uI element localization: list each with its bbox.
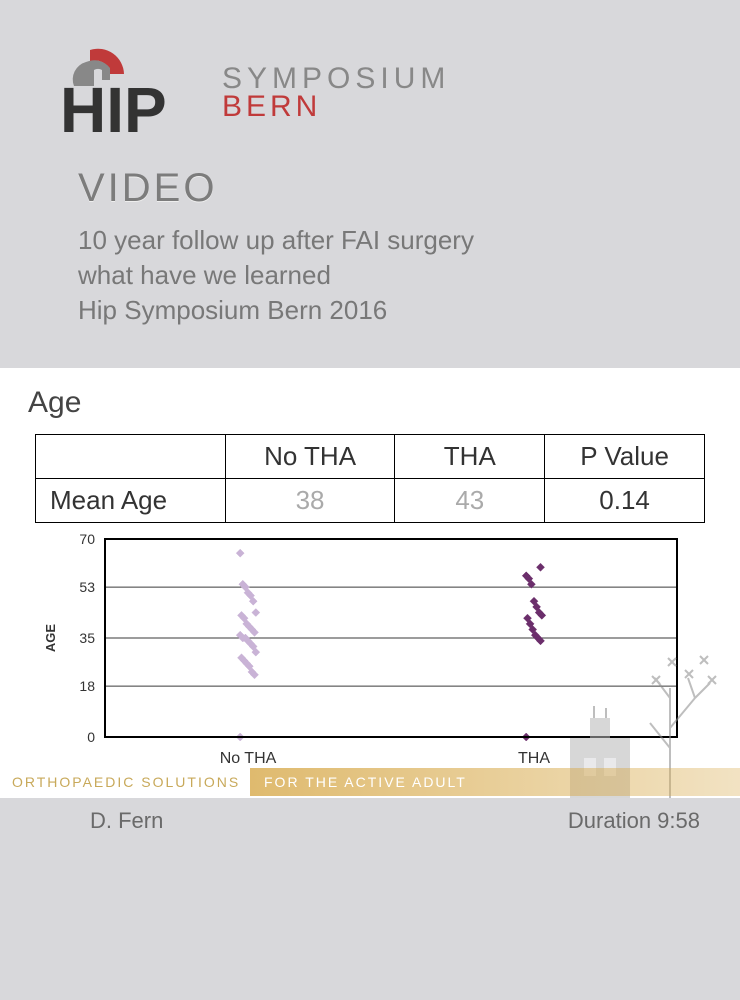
- footer: D. Fern Duration 9:58: [0, 798, 740, 844]
- age-table: No THA THA P Value Mean Age 38 43 0.14: [35, 434, 705, 523]
- logo: HIP SYMPOSIUM BERN: [50, 40, 690, 140]
- svg-text:70: 70: [79, 531, 95, 547]
- video-title: 10 year follow up after FAI surgery what…: [78, 223, 690, 328]
- svg-text:0: 0: [87, 729, 95, 745]
- table-row: No THA THA P Value: [36, 435, 705, 479]
- logo-hip-text: HIP: [60, 74, 167, 140]
- slide: Age No THA THA P Value Mean Age 38 43 0.…: [0, 368, 740, 798]
- table-row: Mean Age 38 43 0.14: [36, 479, 705, 523]
- svg-text:35: 35: [79, 630, 95, 646]
- logo-bern-label: BERN: [222, 90, 450, 124]
- col-header: [36, 435, 226, 479]
- svg-text:AGE: AGE: [43, 624, 58, 653]
- banner-right: FOR THE ACTIVE ADULT: [250, 768, 740, 796]
- col-header: THA: [395, 435, 545, 479]
- row-label: Mean Age: [36, 479, 226, 523]
- svg-text:53: 53: [79, 579, 95, 595]
- svg-text:THA: THA: [518, 750, 550, 767]
- cell: 43: [395, 479, 545, 523]
- logo-text-block: SYMPOSIUM BERN: [222, 62, 450, 124]
- col-header: No THA: [225, 435, 395, 479]
- svg-text:No THA: No THA: [220, 750, 277, 767]
- cell: 0.14: [545, 479, 705, 523]
- hip-logo-svg: HIP: [50, 40, 210, 140]
- author-label: D. Fern: [90, 808, 163, 834]
- slide-title: Age: [0, 368, 740, 430]
- duration-label: Duration 9:58: [568, 808, 700, 834]
- title-line: Hip Symposium Bern 2016: [78, 293, 690, 328]
- section-label: VIDEO: [78, 166, 690, 211]
- col-header: P Value: [545, 435, 705, 479]
- cell: 38: [225, 479, 395, 523]
- title-line: what have we learned: [78, 258, 690, 293]
- svg-text:18: 18: [79, 678, 95, 694]
- logo-mark: HIP: [50, 40, 210, 140]
- header: HIP SYMPOSIUM BERN VIDEO 10 year follow …: [0, 0, 740, 328]
- slide-banner: ORTHOPAEDIC SOLUTIONS FOR THE ACTIVE ADU…: [0, 768, 740, 796]
- title-line: 10 year follow up after FAI surgery: [78, 223, 690, 258]
- page: HIP SYMPOSIUM BERN VIDEO 10 year follow …: [0, 0, 740, 1000]
- banner-left: ORTHOPAEDIC SOLUTIONS: [0, 774, 250, 790]
